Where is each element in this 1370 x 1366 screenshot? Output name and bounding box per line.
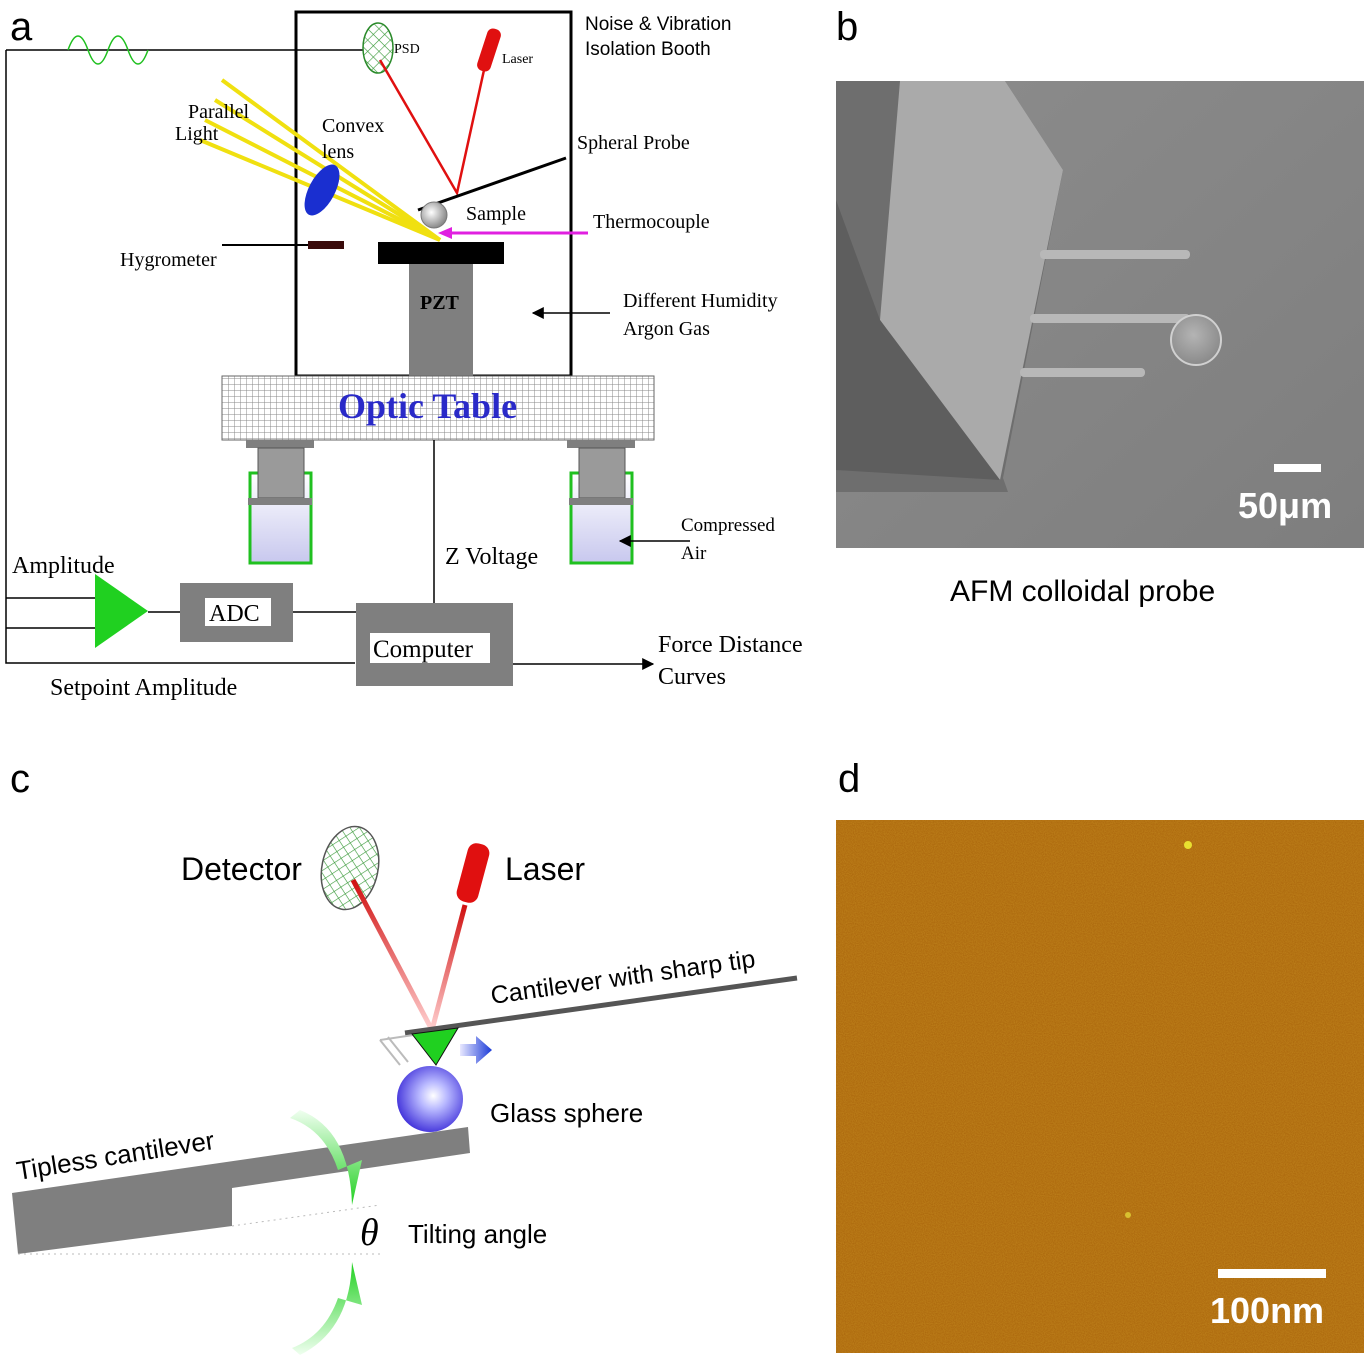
table-leg-right xyxy=(567,440,635,565)
sem-chip xyxy=(836,81,1063,492)
psd-label: PSD xyxy=(394,42,420,57)
table-leg-left xyxy=(246,440,314,565)
feedback-wire xyxy=(5,49,365,664)
parallel-light-label-2: Light xyxy=(175,123,219,145)
booth-label: Noise & Vibration Isolation Booth xyxy=(585,14,737,60)
laser-label: Laser xyxy=(502,52,533,67)
sine-wave-icon xyxy=(67,35,149,65)
scale-bar-d xyxy=(1218,1269,1326,1278)
glass-sphere xyxy=(397,1066,463,1132)
incident-beam xyxy=(429,904,468,1031)
compressed-air-label: Compressed Air xyxy=(681,515,780,564)
afm-particle xyxy=(1125,1212,1131,1218)
spheral-probe-label: Spheral Probe xyxy=(577,132,690,154)
computer-label: Computer xyxy=(373,636,474,663)
adc-label-bg xyxy=(205,598,271,626)
detector-icon xyxy=(320,825,380,911)
z-voltage-label: Z Voltage xyxy=(445,544,538,570)
panel-c-label: c xyxy=(10,757,30,801)
panel-b: b 50μm AFM colloidal probe xyxy=(836,5,1364,608)
psd-detector-icon xyxy=(362,22,394,74)
sample-sphere xyxy=(420,201,448,229)
thermocouple-tip xyxy=(438,227,452,239)
afm-particle xyxy=(1184,841,1192,849)
tilt-arrow-top-icon xyxy=(290,1110,362,1205)
reflected-beam xyxy=(350,878,435,1032)
spheral-probe-cantilever xyxy=(417,156,567,212)
sem-colloid-sphere xyxy=(1170,314,1222,366)
panel-a-label: a xyxy=(10,5,33,49)
tilt-arrow-bottom-icon xyxy=(292,1262,362,1355)
scale-bar-b xyxy=(1274,464,1321,472)
pzt-label: PZT xyxy=(420,292,460,314)
convex-lens-icon xyxy=(304,164,340,216)
tipless-cantilever xyxy=(12,1127,470,1254)
sem-cantilever-3 xyxy=(1020,368,1145,377)
parallel-light-label: Parallel xyxy=(188,101,250,123)
motion-arrow-icon xyxy=(460,1036,492,1064)
sem-cantilever-2 xyxy=(1030,314,1190,323)
glass-sphere-label: Glass sphere xyxy=(490,1098,643,1128)
caption-b: AFM colloidal probe xyxy=(950,575,1215,608)
afm-texture xyxy=(836,820,1364,1353)
cantilever-ghosts xyxy=(379,1033,421,1066)
laser-icon-c xyxy=(456,843,490,903)
force-distance-label: Force Distance Curves xyxy=(658,632,809,690)
theta-symbol: θ xyxy=(360,1212,379,1254)
sharp-tip xyxy=(411,1027,459,1066)
sample-stage xyxy=(378,242,504,264)
laser-icon xyxy=(477,28,501,72)
scale-label-d: 100nm xyxy=(1210,1290,1324,1331)
computer-label-bg xyxy=(370,633,490,663)
panel-c: c Detector Laser Cantilever with sharp t… xyxy=(10,757,798,1355)
laser-label-c: Laser xyxy=(505,851,585,887)
guide-line-1 xyxy=(231,1204,381,1227)
amplifier-icon xyxy=(95,574,148,648)
setpoint-label: Setpoint Amplitude xyxy=(50,675,237,701)
panel-d: d 100nm xyxy=(836,757,1364,1353)
thermocouple-label: Thermocouple xyxy=(593,211,710,233)
amplitude-label: Amplitude xyxy=(12,553,115,579)
laser-beam xyxy=(378,59,486,197)
panel-b-label: b xyxy=(836,5,858,49)
adc-label: ADC xyxy=(209,601,260,627)
hygrometer-label: Hygrometer xyxy=(120,249,217,271)
optic-table xyxy=(221,375,655,441)
sharp-tip-cantilever xyxy=(404,975,798,1036)
sample-label: Sample xyxy=(466,203,526,225)
detector-label: Detector xyxy=(181,851,302,887)
sem-cantilever-1 xyxy=(1040,250,1190,259)
tilting-label: Tilting angle xyxy=(408,1219,547,1249)
panel-a: a Noise & Vibration Isolation Booth PSD … xyxy=(5,5,809,701)
gas-label: Different Humidity Argon Gas xyxy=(623,290,783,340)
pzt-block xyxy=(409,264,473,376)
scale-label-b: 50μm xyxy=(1238,485,1332,526)
panel-d-label: d xyxy=(838,757,860,801)
hygrometer-sensor xyxy=(308,241,344,249)
convex-lens-label: Convex lens xyxy=(322,115,389,163)
optic-table-label: Optic Table xyxy=(338,386,517,426)
